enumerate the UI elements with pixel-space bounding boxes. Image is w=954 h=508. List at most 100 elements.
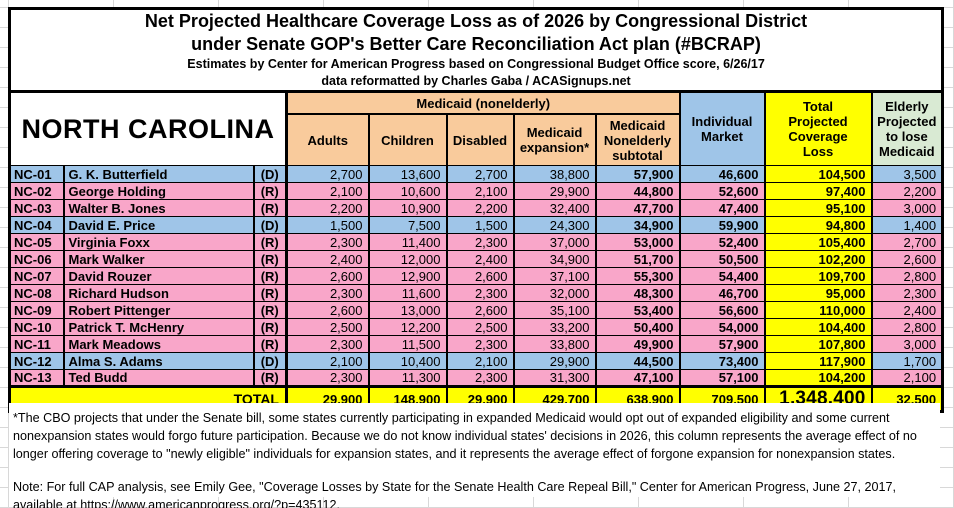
value-cell: 3,000: [870, 335, 944, 353]
value-cell: 46,700: [678, 284, 766, 302]
value-cell: 2,300: [445, 233, 515, 251]
value-cell: 46,600: [678, 165, 766, 183]
table-row: NC-03 Walter B. Jones (R) 2,200 10,900 2,200 3…: [8, 199, 944, 217]
value-cell: 117,900: [763, 352, 873, 370]
district-cell: NC-06: [8, 250, 65, 268]
value-cell: 59,900: [678, 216, 766, 234]
value-cell: 104,200: [763, 369, 873, 387]
title-line-1: Net Projected Healthcare Coverage Loss a…: [144, 11, 808, 31]
district-cell: NC-02: [8, 182, 65, 200]
table-row: NC-09 Robert Pittenger (R) 2,600 13,000 2,600…: [8, 301, 944, 319]
value-cell: 57,900: [594, 165, 681, 183]
value-cell: 52,600: [678, 182, 766, 200]
district-cell: NC-08: [8, 284, 65, 302]
value-cell: 47,100: [594, 369, 681, 387]
value-cell: 57,900: [678, 335, 766, 353]
value-cell: 13,000: [367, 301, 448, 319]
value-cell: 2,600: [285, 267, 370, 285]
rep-name-cell: Virginia Foxx: [62, 233, 255, 251]
value-cell: 37,000: [512, 233, 597, 251]
value-cell: 2,300: [445, 369, 515, 387]
party-cell: (R): [252, 369, 288, 387]
table-row: NC-12 Alma S. Adams (D) 2,100 10,400 2,100 29,…: [8, 352, 944, 370]
rep-name-cell: David Rouzer: [62, 267, 255, 285]
table-body: NC-01 G. K. Butterfield (D) 2,700 13,600 2,70…: [8, 165, 944, 412]
value-cell: 34,900: [512, 250, 597, 268]
district-cell: NC-09: [8, 301, 65, 319]
rep-name-cell: Walter B. Jones: [62, 199, 255, 217]
value-cell: 54,400: [678, 267, 766, 285]
value-cell: 2,100: [285, 352, 370, 370]
value-cell: 51,700: [594, 250, 681, 268]
value-cell: 2,300: [445, 284, 515, 302]
value-cell: 11,400: [367, 233, 448, 251]
party-cell: (D): [252, 216, 288, 234]
table-row: NC-11 Mark Meadows (R) 2,300 11,500 2,300 33,8…: [8, 335, 944, 353]
district-cell: NC-04: [8, 216, 65, 234]
value-cell: 47,700: [594, 199, 681, 217]
value-cell: 2,100: [445, 352, 515, 370]
district-cell: NC-10: [8, 318, 65, 336]
value-cell: 10,400: [367, 352, 448, 370]
value-cell: 2,200: [285, 199, 370, 217]
table-row: NC-13 Ted Budd (R) 2,300 11,300 2,300 31,300 47…: [8, 369, 944, 387]
value-cell: 1,700: [870, 352, 944, 370]
district-cell: NC-12: [8, 352, 65, 370]
table-row: NC-07 David Rouzer (R) 2,600 12,900 2,600 37,1…: [8, 267, 944, 285]
value-cell: 29,900: [512, 182, 597, 200]
value-cell: 2,500: [285, 318, 370, 336]
col-group-medicaid-nonelderly: Medicaid (nonelderly): [285, 91, 681, 115]
value-cell: 95,000: [763, 284, 873, 302]
value-cell: 44,500: [594, 352, 681, 370]
party-cell: (D): [252, 165, 288, 183]
value-cell: 105,400: [763, 233, 873, 251]
value-cell: 50,500: [678, 250, 766, 268]
sub-header-row: Adults Children Disabled Medicaid expans…: [10, 113, 943, 166]
table-row: NC-05 Virginia Foxx (R) 2,300 11,400 2,300 37,…: [8, 233, 944, 251]
state-name-cell: NORTH CAROLINA: [8, 91, 288, 166]
coverage-loss-table: Net Projected Healthcare Coverage Loss a…: [8, 7, 945, 413]
value-cell: 2,700: [870, 233, 944, 251]
value-cell: 56,600: [678, 301, 766, 319]
rep-name-cell: Patrick T. McHenry: [62, 318, 255, 336]
rep-name-cell: Robert Pittenger: [62, 301, 255, 319]
value-cell: 33,800: [512, 335, 597, 353]
value-cell: 2,400: [445, 250, 515, 268]
party-cell: (R): [252, 250, 288, 268]
value-cell: 2,600: [445, 267, 515, 285]
rep-name-cell: G. K. Butterfield: [62, 165, 255, 183]
title-line-2: under Senate GOP's Better Care Reconcili…: [191, 34, 761, 54]
table-row: NC-01 G. K. Butterfield (D) 2,700 13,600 2,70…: [8, 165, 944, 183]
party-cell: (R): [252, 199, 288, 217]
value-cell: 12,000: [367, 250, 448, 268]
district-cell: NC-01: [8, 165, 65, 183]
district-cell: NC-11: [8, 335, 65, 353]
value-cell: 10,900: [367, 199, 448, 217]
value-cell: 13,600: [367, 165, 448, 183]
cbo-footnote: *The CBO projects that under the Senate …: [13, 411, 917, 461]
party-cell: (D): [252, 352, 288, 370]
value-cell: 2,200: [870, 182, 944, 200]
value-cell: 95,100: [763, 199, 873, 217]
value-cell: 12,900: [367, 267, 448, 285]
col-header-medicaid-expansion: Medicaid expansion*: [512, 113, 597, 166]
party-cell: (R): [252, 301, 288, 319]
value-cell: 2,300: [870, 284, 944, 302]
value-cell: 24,300: [512, 216, 597, 234]
value-cell: 3,000: [870, 199, 944, 217]
value-cell: 104,400: [763, 318, 873, 336]
footnotes-block: *The CBO projects that under the Senate …: [9, 403, 940, 508]
value-cell: 11,500: [367, 335, 448, 353]
district-cell: NC-03: [8, 199, 65, 217]
value-cell: 44,800: [594, 182, 681, 200]
value-cell: 2,300: [285, 284, 370, 302]
value-cell: 34,900: [594, 216, 681, 234]
title-attribution-gaba: data reformatted by Charles Gaba / ACASi…: [321, 74, 631, 88]
value-cell: 2,400: [285, 250, 370, 268]
value-cell: 3,500: [870, 165, 944, 183]
value-cell: 37,100: [512, 267, 597, 285]
group-header-row: NORTH CAROLINA Medicaid (nonelderly) Ind…: [8, 91, 944, 166]
value-cell: 53,400: [594, 301, 681, 319]
value-cell: 2,300: [445, 335, 515, 353]
